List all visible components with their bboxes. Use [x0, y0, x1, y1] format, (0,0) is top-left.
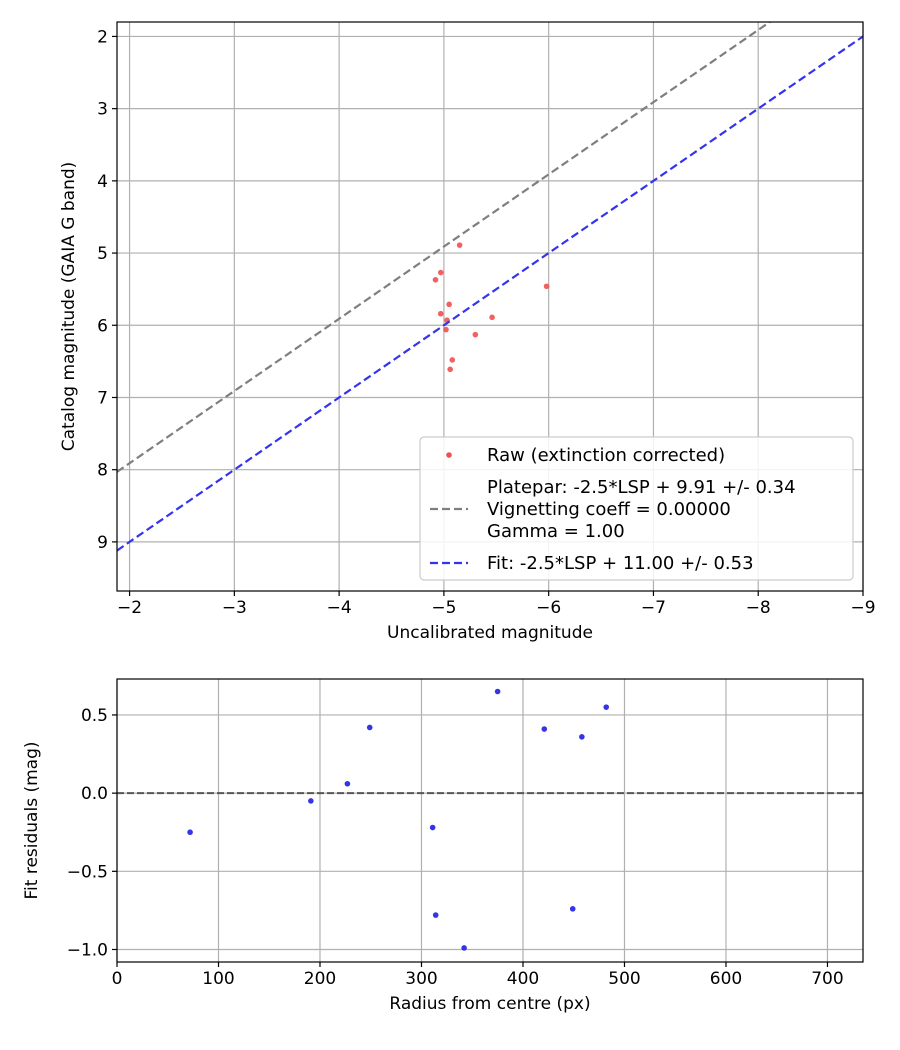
x-tick-label: 400: [507, 969, 539, 989]
x-tick-label: −2: [117, 598, 142, 618]
data-point: [344, 780, 351, 787]
x-axis-label: Uncalibrated magnitude: [387, 623, 593, 643]
y-axis-label: Fit residuals (mag): [22, 742, 42, 900]
data-point: [443, 326, 449, 333]
plot-frame: [116, 678, 864, 963]
x-tick-label: −9: [850, 598, 875, 618]
data-point: [432, 276, 439, 283]
legend-box: [419, 436, 854, 581]
data-point: [437, 310, 444, 317]
y-tick-label: 7: [97, 388, 108, 408]
legend-label: Fit: -2.5*LSP + 11.00 +/- 0.53: [487, 553, 754, 574]
residuals-chart: 0 100 200 300 400 500 600 700 −1.0 −0.5 0.0 0.5 Radi…: [22, 678, 864, 1014]
calibration-chart: −2 −3 −4 −5 −6 −7 −8 −9 2 3 4 5 6 7 8 9 Uncalibrated mag…: [59, 21, 876, 643]
plot-frame: [116, 21, 864, 592]
y-tick-label: 9: [97, 533, 108, 553]
data-point: [449, 357, 456, 363]
data-point: [543, 283, 550, 290]
data-point: [461, 945, 467, 951]
y-tick-label: 3: [97, 100, 108, 120]
x-tick-label: 100: [202, 969, 234, 989]
legend-label: Gamma = 1.00: [487, 521, 625, 542]
data-point: [187, 829, 193, 836]
data-point: [603, 704, 610, 710]
data-point: [447, 366, 453, 373]
y-tick-label: 8: [97, 461, 108, 481]
x-tick-label: 500: [608, 969, 640, 989]
data-point: [494, 688, 501, 695]
data-point: [366, 724, 373, 731]
x-axis-label: Radius from centre (px): [389, 994, 590, 1014]
y-tick-label: 4: [97, 172, 108, 192]
data-point: [541, 726, 548, 732]
y-tick-label: 0.0: [81, 784, 108, 804]
plot-area: [117, 688, 863, 951]
data-point: [489, 314, 495, 321]
x-tick-label: 200: [304, 969, 336, 989]
y-axis-label: Catalog magnitude (GAIA G band): [59, 162, 79, 452]
x-tick-label: −3: [222, 598, 247, 618]
data-point: [569, 906, 576, 912]
y-tick-label: 0.5: [81, 706, 108, 726]
y-tick-label: 2: [97, 27, 108, 47]
legend-marker: [446, 452, 452, 458]
data-point: [579, 734, 585, 740]
data-point: [308, 798, 314, 804]
data-point: [432, 912, 439, 918]
series-line: [117, 35, 863, 552]
x-tick-label: 300: [405, 969, 437, 989]
series-line: [117, 22, 772, 473]
plot-area: [117, 22, 863, 552]
data-point: [429, 824, 436, 831]
x-tick-label: −6: [536, 598, 561, 618]
data-point: [456, 242, 463, 248]
x-tick-label: −4: [327, 598, 352, 618]
y-tick-label: −1.0: [67, 940, 108, 960]
x-tick-label: −5: [431, 598, 456, 618]
legend-label: Platepar: -2.5*LSP + 9.91 +/- 0.34: [487, 477, 796, 498]
y-tick-label: −0.5: [67, 862, 108, 882]
data-point: [446, 301, 452, 308]
y-tick-label: 5: [97, 244, 108, 264]
data-point: [437, 269, 444, 276]
x-tick-label: −8: [746, 598, 771, 618]
legend-label: Raw (extinction corrected): [487, 445, 725, 466]
x-tick-label: 0: [112, 969, 123, 989]
legend-label: Vignetting coeff = 0.00000: [487, 499, 731, 520]
x-tick-label: 600: [710, 969, 742, 989]
x-tick-label: −7: [641, 598, 666, 618]
x-tick-label: 700: [811, 969, 843, 989]
y-tick-label: 6: [97, 316, 108, 336]
data-point: [472, 331, 479, 338]
